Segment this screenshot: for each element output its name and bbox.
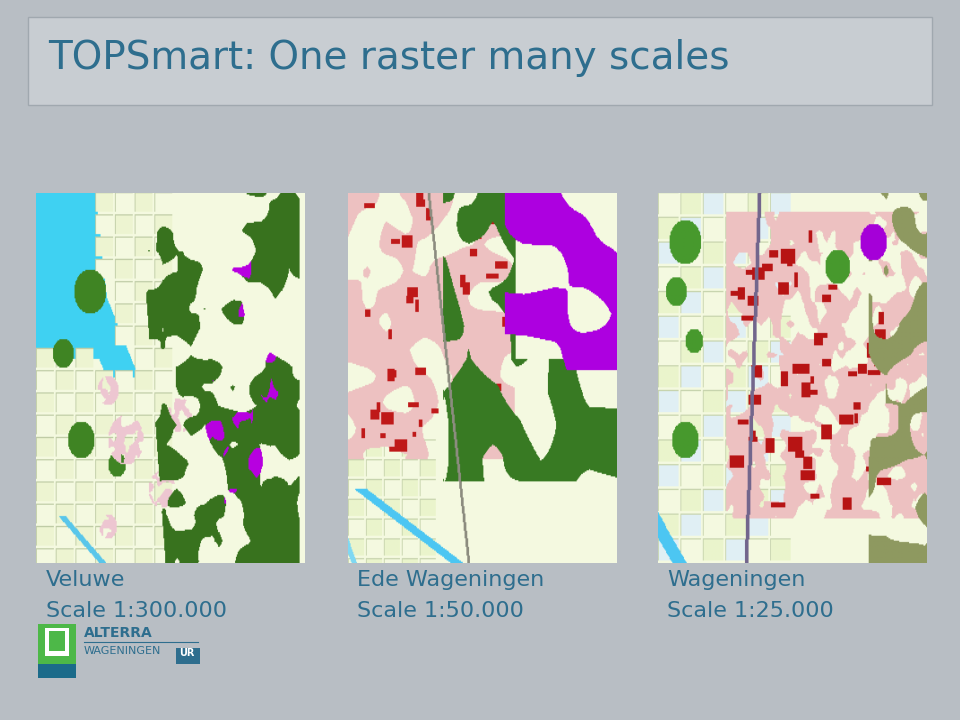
- Bar: [45, 628, 69, 656]
- Text: Scale 1:25.000: Scale 1:25.000: [667, 601, 834, 621]
- Bar: [49, 631, 65, 651]
- Text: TOPSmart: One raster many scales: TOPSmart: One raster many scales: [48, 39, 730, 77]
- Text: WAGENINGEN: WAGENINGEN: [84, 646, 161, 656]
- Text: Wageningen: Wageningen: [667, 570, 805, 590]
- Text: Scale 1:300.000: Scale 1:300.000: [46, 601, 228, 621]
- Text: UR: UR: [179, 648, 194, 658]
- Text: Veluwe: Veluwe: [46, 570, 126, 590]
- Bar: [176, 648, 200, 664]
- Bar: [38, 664, 76, 678]
- Bar: [28, 17, 932, 105]
- Text: Ede Wageningen: Ede Wageningen: [357, 570, 544, 590]
- Bar: [38, 624, 76, 664]
- Text: ALTERRA: ALTERRA: [84, 626, 153, 640]
- Text: Scale 1:50.000: Scale 1:50.000: [357, 601, 524, 621]
